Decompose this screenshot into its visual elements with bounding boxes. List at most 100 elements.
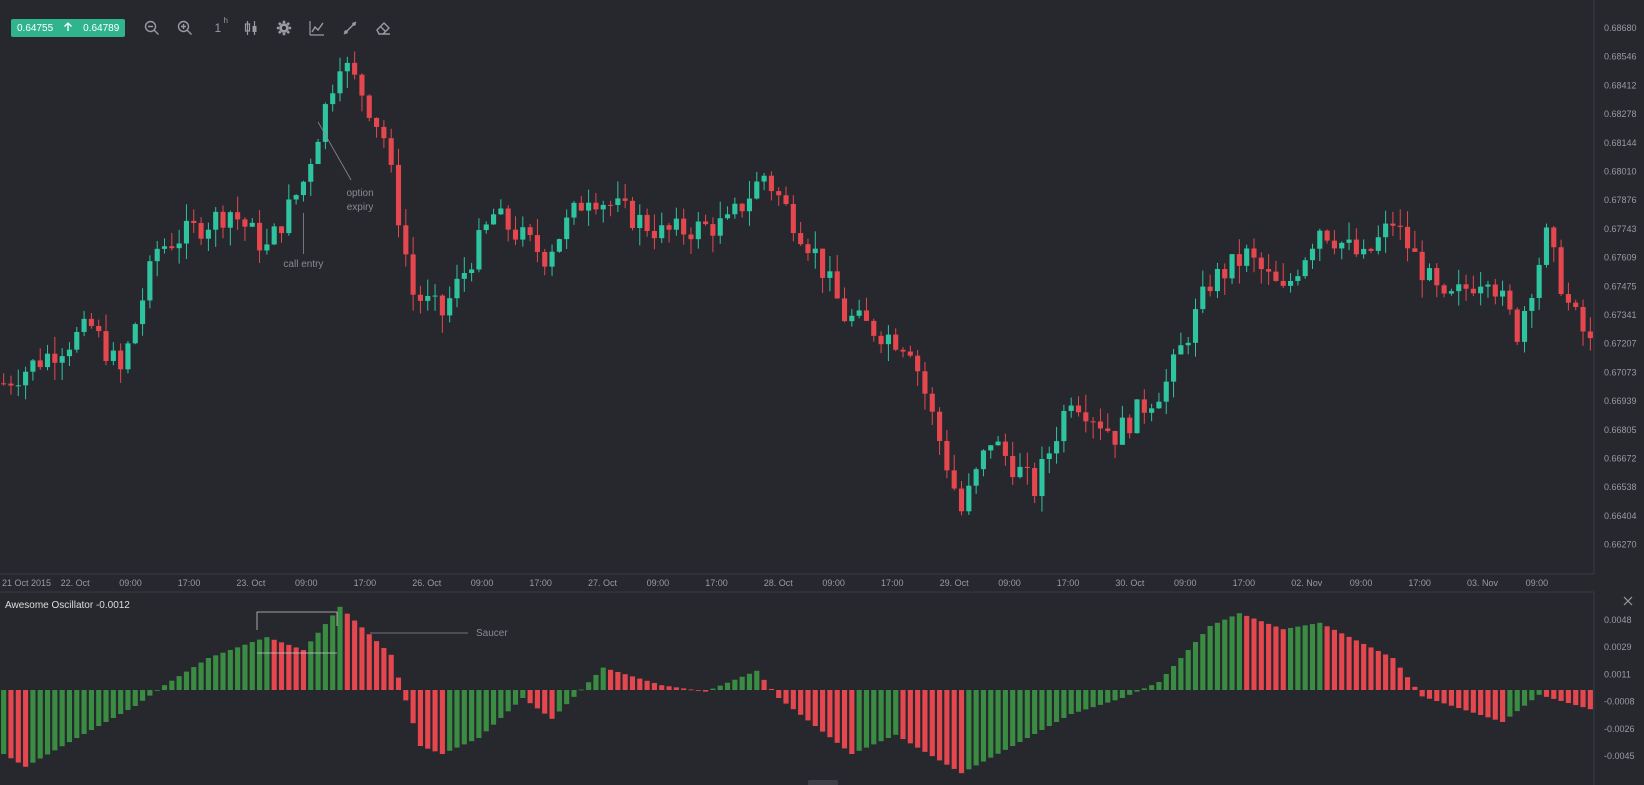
oscillator-bar <box>257 639 263 690</box>
indicators-icon[interactable] <box>300 18 333 38</box>
candle-body <box>1017 466 1023 478</box>
gear-icon[interactable] <box>267 18 300 38</box>
candle-body <box>125 343 131 370</box>
oscillator-bar <box>337 606 343 690</box>
candle-body <box>425 295 431 301</box>
oscillator-bar <box>30 690 36 763</box>
candle-body <box>754 181 760 199</box>
scroll-handle[interactable] <box>808 780 838 785</box>
oscillator-bar <box>1419 690 1425 697</box>
oscillator-bar <box>549 690 555 719</box>
candle-body <box>1156 401 1162 409</box>
candle-body <box>30 360 36 372</box>
candle-body <box>878 335 884 345</box>
oscillator-bar <box>1039 690 1045 730</box>
oscillator-bar <box>1141 688 1147 690</box>
candle-body <box>191 220 197 224</box>
time-tick-label: 21 Oct 2015 <box>2 578 51 588</box>
candle-body <box>893 334 899 350</box>
candle-body <box>534 235 540 252</box>
oscillator-bar <box>512 690 519 705</box>
candle-body <box>169 246 175 249</box>
candle-body <box>1295 276 1301 281</box>
candle-body <box>607 204 614 206</box>
close-icon[interactable] <box>1622 594 1634 606</box>
oscillator-bar <box>96 690 102 726</box>
price-tick-label: 0.66404 <box>1604 511 1637 521</box>
oscillator-bar <box>490 690 497 725</box>
option-expiry-pointer <box>317 121 352 181</box>
candle-body <box>1054 441 1060 454</box>
candle-body <box>1514 309 1520 342</box>
candle-body <box>1536 264 1542 299</box>
oscillator-bar <box>629 676 636 690</box>
candle-body <box>52 353 58 363</box>
zoom-in-icon[interactable] <box>168 18 201 38</box>
candle-body <box>1024 466 1030 468</box>
candle-body <box>198 223 204 239</box>
candle-body <box>1587 331 1593 339</box>
oscillator-bar <box>951 690 957 769</box>
candlestick-icon[interactable] <box>234 18 267 38</box>
oscillator-bar <box>644 680 650 690</box>
oscillator-bar <box>995 690 1001 754</box>
candle-body <box>37 360 43 368</box>
candle-body <box>1287 280 1294 286</box>
oscillator-bar <box>476 690 482 738</box>
candle-body <box>1163 381 1169 402</box>
candle-body <box>1141 399 1147 413</box>
time-tick-label: 03. Nov <box>1467 578 1499 588</box>
saucer-label: Saucer <box>476 628 508 639</box>
candle-body <box>1507 290 1513 310</box>
candle-body <box>937 411 943 441</box>
oscillator-bar <box>1163 674 1169 690</box>
oscillator-bar <box>1434 690 1440 702</box>
price-badge[interactable]: 0.64755 0.64789 <box>11 19 126 37</box>
candle-body <box>1134 399 1140 434</box>
oscillator-bar <box>1485 690 1491 718</box>
drawing-tools-icon[interactable] <box>333 18 366 38</box>
oscillator-bar <box>454 690 460 748</box>
oscillator-bar <box>213 655 219 690</box>
time-tick-label: 09:00 <box>471 578 494 588</box>
candle-body <box>841 298 848 322</box>
oscillator-bar <box>578 689 584 691</box>
candle-body <box>1046 453 1052 459</box>
candle-body <box>915 355 921 372</box>
oscillator-bar <box>1412 686 1418 690</box>
oscillator-bar <box>571 690 577 697</box>
candle-body <box>249 222 255 227</box>
oscillator-bar <box>359 627 365 690</box>
oscillator-bar <box>710 688 716 690</box>
candle-body <box>527 227 533 236</box>
candle-body <box>1083 412 1089 422</box>
option-expiry-label: option <box>346 188 373 199</box>
candle-body <box>1214 269 1220 292</box>
oscillator-bar <box>1558 690 1564 701</box>
candle-body <box>66 349 73 357</box>
oscillator-bar <box>944 690 950 765</box>
oscillator-bar <box>1251 618 1257 690</box>
candle-body <box>110 350 116 362</box>
oscillator-bar <box>776 690 782 698</box>
oscillator-bar <box>374 641 380 690</box>
candle-body <box>44 353 51 368</box>
oscillator-bar <box>1317 622 1323 690</box>
oscillator-bar <box>74 690 80 738</box>
oscillator-bar <box>871 690 877 745</box>
time-tick-label: 29. Oct <box>940 578 970 588</box>
eraser-icon[interactable] <box>366 18 399 38</box>
zoom-out-icon[interactable] <box>135 18 168 38</box>
oscillator-bar <box>607 669 614 690</box>
candle-body <box>1185 342 1191 346</box>
oscillator-tick-label: -0.0008 <box>1604 697 1635 707</box>
candle-body <box>820 248 826 278</box>
oscillator-bar <box>732 679 738 690</box>
oscillator-bar <box>461 690 467 745</box>
oscillator-bar <box>1171 666 1177 690</box>
oscillator-bar <box>556 690 562 712</box>
oscillator-bar <box>1200 634 1206 690</box>
